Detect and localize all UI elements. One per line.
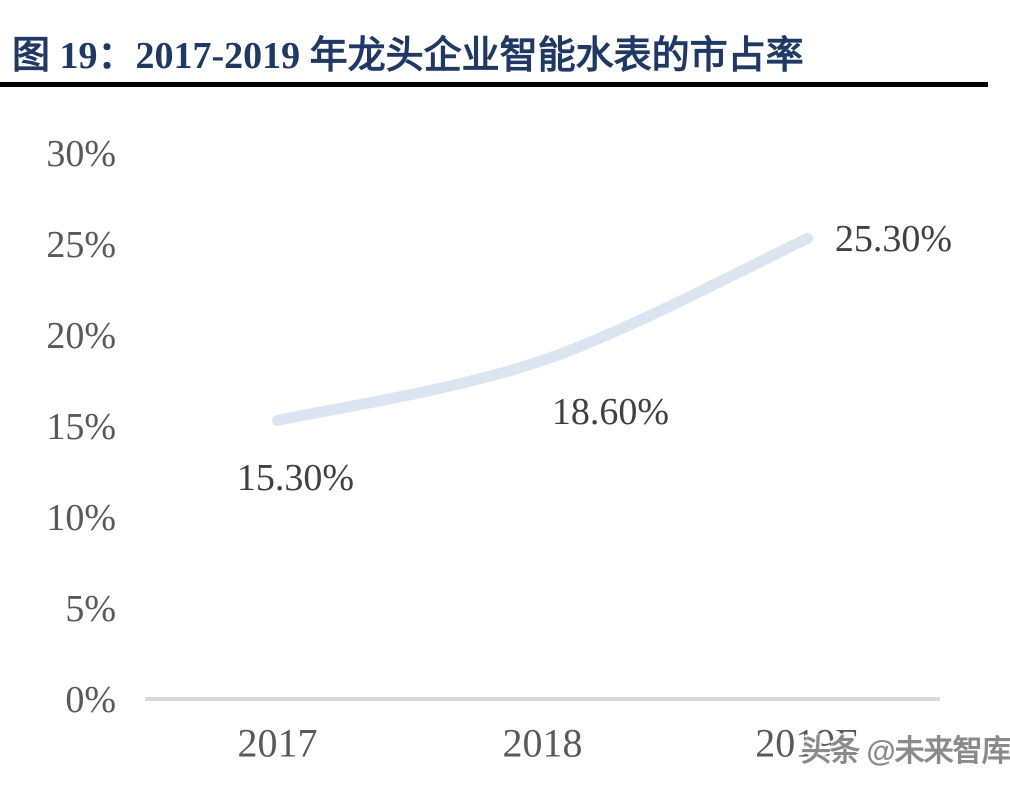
y-axis-tick-label: 25%	[46, 224, 116, 266]
title-separator-rule	[0, 82, 988, 87]
watermark: 头条 @未来智库	[801, 735, 1010, 768]
y-axis-tick-label: 15%	[46, 406, 116, 448]
y-axis-tick-label: 20%	[46, 315, 116, 357]
y-axis-tick-label: 0%	[65, 679, 116, 721]
series-line-path	[272, 233, 813, 427]
y-axis-tick-label: 30%	[46, 133, 116, 175]
data-point-label: 15.30%	[236, 456, 355, 499]
y-axis-tick-label: 10%	[46, 497, 116, 539]
data-point-label: 25.30%	[834, 217, 953, 260]
x-axis-tick-label: 2017	[237, 720, 318, 766]
figure-title: 图 19：2017-2019 年龙头企业智能水表的市占率	[12, 35, 804, 77]
y-axis-tick-label: 5%	[65, 588, 116, 630]
data-point-label: 18.60%	[551, 391, 670, 434]
x-axis-line	[145, 697, 940, 701]
x-axis-tick-label: 2018	[502, 720, 583, 766]
x-axis-tick-label: 2019E	[755, 720, 860, 766]
